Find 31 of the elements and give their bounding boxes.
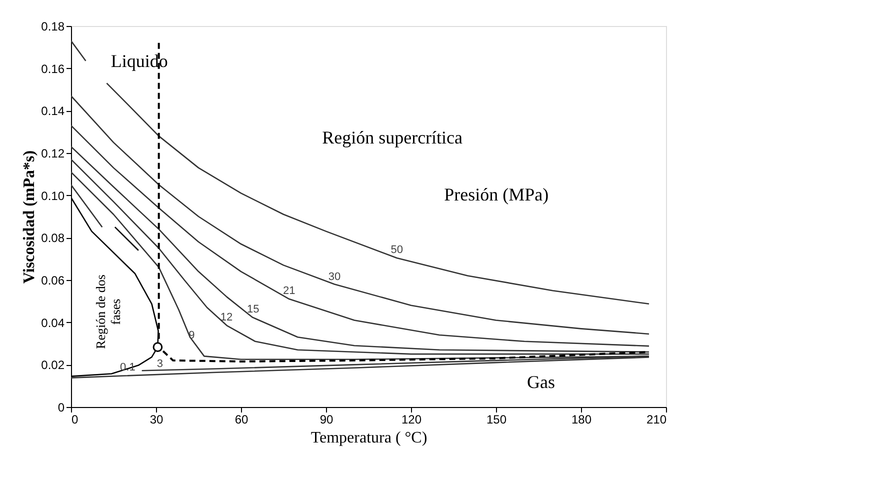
x-tick-label: 60 (234, 412, 248, 426)
annotation: Liquido (110, 51, 168, 72)
annotation: 3 (156, 358, 164, 370)
y-tick-label: 0.18 (41, 20, 65, 34)
y-tick-label: 0.10 (41, 188, 65, 203)
y-tick-label: 0.16 (41, 62, 65, 76)
y-tick-label: 0.02 (41, 358, 65, 372)
x-tick-label: 150 (486, 412, 507, 426)
x-tick-label: 90 (320, 412, 334, 426)
x-tick-label: 0 (72, 412, 78, 426)
y-tick-label: 0.12 (41, 146, 65, 160)
y-axis-title: Viscosidad (mPa*s) (21, 150, 38, 284)
annotation: 30 (328, 271, 341, 284)
annotation: 50 (390, 244, 403, 256)
y-tick-label: 0.06 (41, 274, 65, 288)
y-tick-label: 0 (58, 400, 65, 414)
annotation: Región de dos fases (92, 274, 123, 349)
annotation: Gas (527, 372, 556, 392)
annotation: 12 (220, 312, 233, 324)
annotation: Región supercrítica (322, 127, 463, 148)
y-tick-label: 0.04 (41, 316, 65, 330)
x-tick-label: 120 (401, 412, 422, 426)
x-tick-label: 180 (571, 412, 592, 426)
annotation: Presión (MPa) (444, 184, 549, 205)
x-tick-label: 30 (150, 412, 164, 426)
x-tick-label: 210 (646, 412, 667, 426)
x-axis-title: Temperatura ( °C) (310, 430, 428, 446)
annotation: 21 (283, 285, 296, 298)
y-tick-label: 0.08 (41, 231, 65, 246)
annotation: 15 (247, 303, 260, 316)
y-tick-label: 0.14 (41, 104, 65, 118)
